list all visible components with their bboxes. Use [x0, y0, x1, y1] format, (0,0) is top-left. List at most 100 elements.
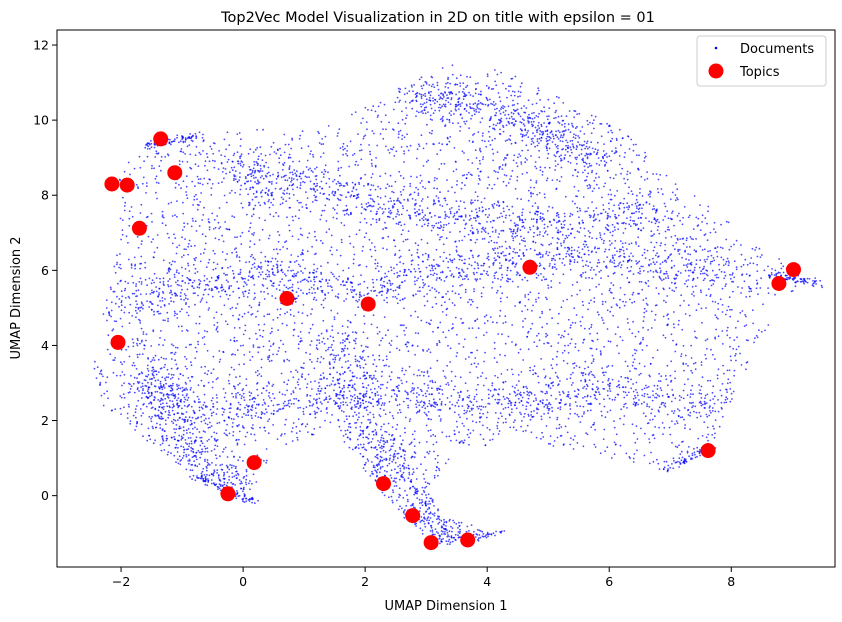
document-point [275, 211, 277, 214]
document-point [470, 199, 473, 202]
document-point [563, 330, 566, 333]
document-point [245, 497, 248, 500]
document-point [280, 372, 283, 375]
document-point [492, 261, 495, 264]
document-point [733, 276, 736, 279]
document-point [680, 353, 683, 355]
document-point [232, 431, 235, 433]
document-point [507, 280, 509, 283]
document-point [152, 330, 155, 333]
document-point [174, 346, 177, 349]
document-point [455, 266, 458, 269]
document-point [355, 293, 358, 296]
document-point [311, 308, 313, 311]
document-point [511, 368, 513, 371]
document-point [167, 154, 170, 157]
document-point [403, 329, 405, 332]
document-point [558, 427, 561, 430]
document-point [160, 159, 163, 162]
document-point [465, 177, 468, 180]
document-point [641, 388, 644, 391]
document-point [552, 445, 555, 447]
document-point [529, 179, 532, 182]
document-point [668, 287, 671, 290]
document-point [488, 136, 491, 138]
document-point [226, 273, 229, 276]
document-point [245, 188, 248, 190]
document-point [254, 371, 257, 374]
document-point [479, 278, 481, 280]
document-point [167, 284, 169, 286]
document-point [748, 295, 751, 298]
document-point [424, 481, 427, 483]
document-point [262, 329, 265, 332]
document-point [752, 262, 755, 265]
document-point [150, 282, 153, 285]
document-point [264, 219, 266, 222]
document-point [367, 355, 370, 358]
document-point [242, 460, 244, 462]
document-point [708, 414, 711, 417]
document-point [455, 439, 458, 442]
document-point [716, 374, 719, 377]
document-point [359, 294, 361, 296]
document-point [421, 253, 424, 256]
document-point [713, 395, 716, 398]
document-point [228, 285, 231, 287]
document-point [411, 197, 414, 200]
document-point [413, 456, 416, 459]
document-point [588, 235, 591, 238]
document-point [323, 399, 326, 401]
document-point [372, 105, 375, 108]
document-point [310, 361, 313, 363]
document-point [183, 226, 186, 228]
document-point [550, 280, 553, 282]
document-point [586, 409, 589, 412]
document-point [302, 272, 304, 274]
document-point [229, 192, 231, 194]
document-point [420, 180, 423, 182]
document-point [409, 185, 412, 188]
document-point [561, 334, 563, 337]
document-point [712, 279, 714, 282]
document-point [200, 192, 203, 194]
document-point [470, 303, 472, 306]
document-point [581, 300, 584, 303]
document-point [422, 374, 425, 377]
document-point [176, 313, 178, 315]
document-point [721, 330, 724, 332]
document-point [599, 123, 602, 125]
document-point [500, 252, 503, 255]
document-point [203, 419, 206, 422]
document-point [370, 289, 373, 292]
document-point [204, 372, 206, 375]
document-point [397, 136, 400, 139]
document-point [745, 368, 747, 371]
document-point [289, 286, 291, 289]
document-point [672, 457, 675, 460]
document-point [609, 216, 612, 218]
document-point [471, 254, 474, 257]
document-point [651, 399, 654, 402]
document-point [679, 304, 682, 307]
document-point [350, 211, 352, 214]
document-point [231, 464, 233, 467]
document-point [601, 303, 604, 306]
document-point [605, 267, 608, 269]
document-point [436, 81, 439, 84]
document-point [554, 143, 557, 146]
document-point [740, 292, 742, 294]
document-point [496, 247, 499, 250]
document-point [273, 248, 275, 251]
document-point [611, 131, 614, 134]
document-point [185, 175, 188, 178]
document-point [175, 252, 178, 255]
document-point [215, 327, 218, 330]
document-point [480, 170, 482, 173]
document-point [501, 333, 503, 336]
document-point [590, 362, 593, 365]
document-point [457, 254, 460, 256]
document-point [201, 442, 204, 445]
document-point [582, 272, 584, 274]
document-point [187, 278, 190, 280]
